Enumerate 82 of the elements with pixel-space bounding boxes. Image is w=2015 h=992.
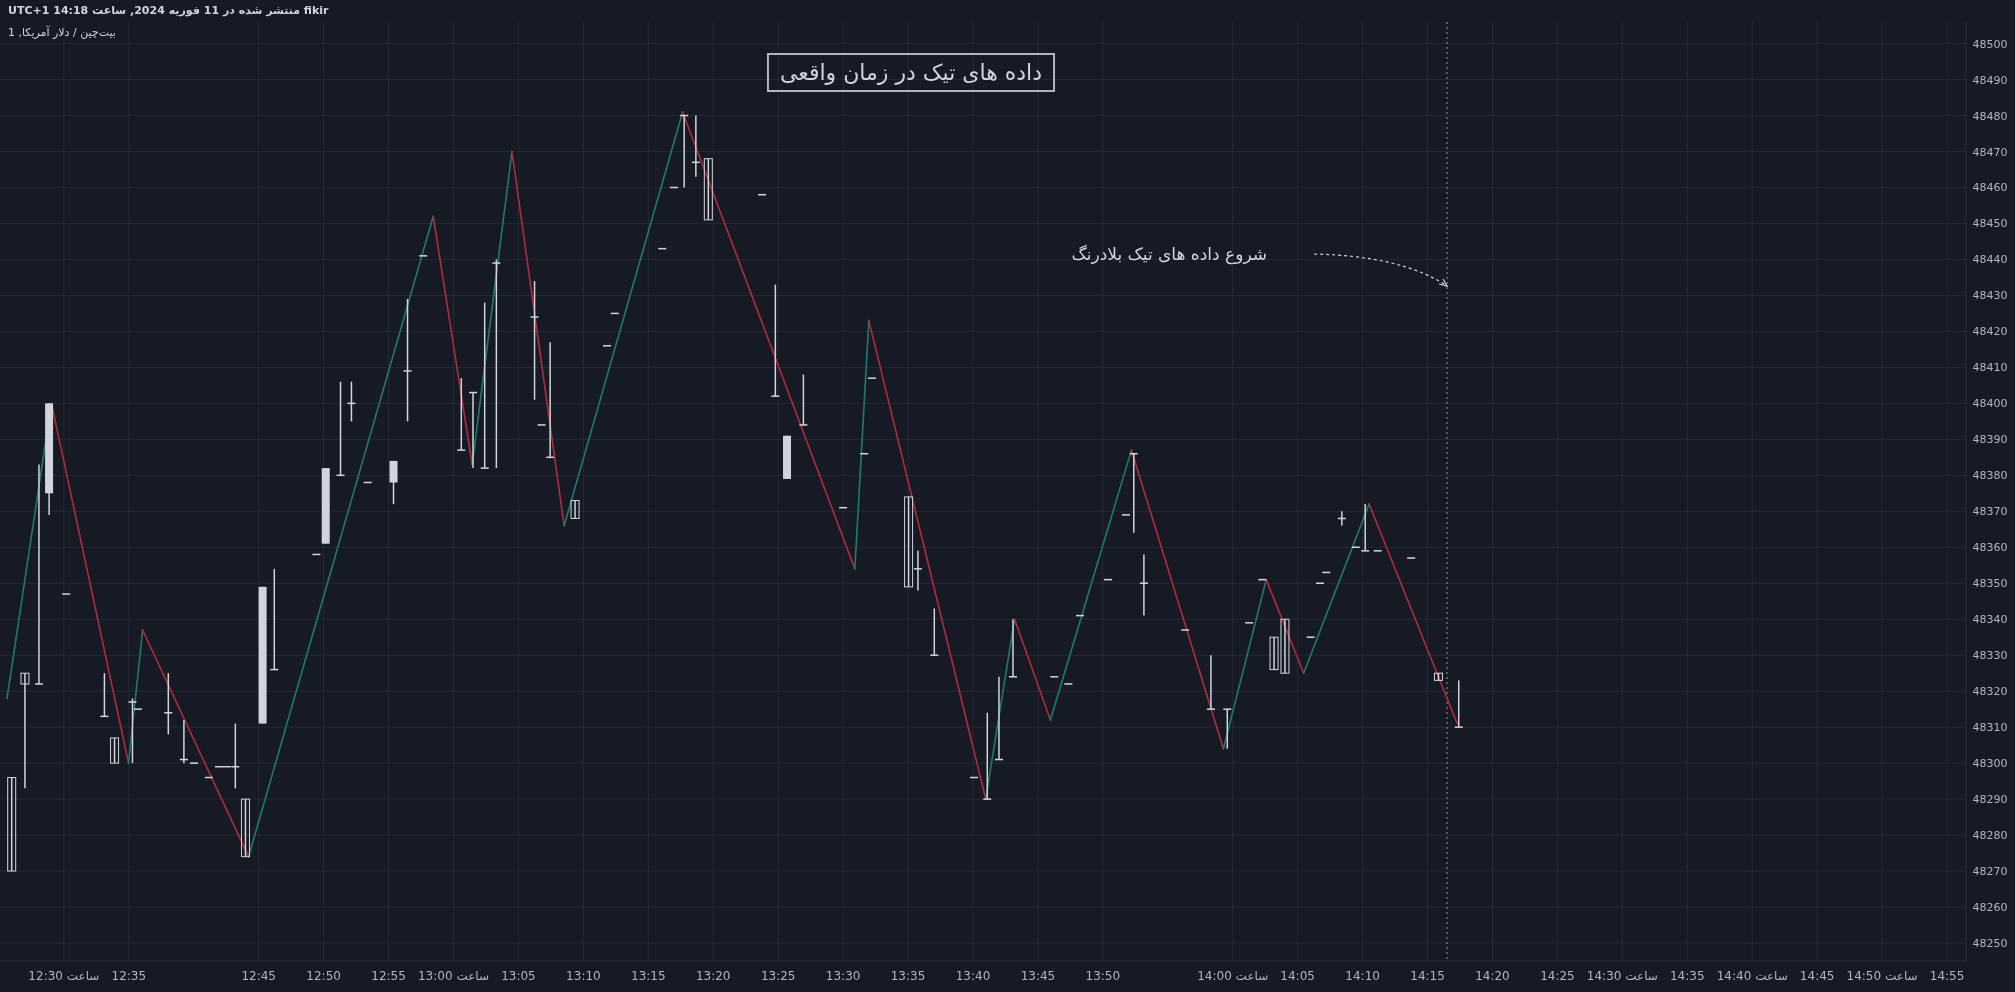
- y-tick-label: 48500: [1972, 37, 2008, 51]
- candlestick: [1206, 654, 1215, 710]
- candlestick: [930, 607, 939, 656]
- y-tick-label: 48430: [1972, 289, 2008, 303]
- candlestick: [20, 672, 30, 790]
- y-tick-label: 48280: [1972, 829, 2008, 843]
- text: fikir منتشر شده در 11 فوریه 2024, ساعت 14:18 UTC+1: [8, 4, 330, 17]
- x-tick-label: 14:10: [1345, 969, 1380, 983]
- x-tick-label: 13:50: [1085, 969, 1121, 983]
- annotation: شروع داده های تیک بلادرنگ: [1071, 244, 1268, 265]
- x-tick-label: 14:35: [1669, 969, 1705, 983]
- y-tick-label: 48440: [1972, 253, 2008, 267]
- text: داده های تیک در زمان واقعی: [779, 60, 1043, 85]
- chart-subtitle: بیت‌چین / دلار آمریکا, 1: [8, 25, 116, 39]
- x-tick-label: 13:05: [501, 969, 536, 983]
- y-tick-label: 48330: [1972, 649, 2008, 663]
- x-tick-label: 12:55: [371, 969, 406, 983]
- x-tick-label: 14:20: [1475, 969, 1510, 983]
- candlestick: [1009, 618, 1017, 678]
- candlestick: [570, 499, 580, 520]
- y-tick-label: 48490: [1972, 73, 2008, 87]
- candlestick: [771, 283, 780, 397]
- candlestick: [983, 712, 992, 800]
- candlestick: [703, 157, 713, 221]
- y-tick-label: 48380: [1972, 469, 2008, 483]
- candlestick: [34, 463, 43, 685]
- y-tick-label: 48350: [1972, 577, 2008, 591]
- y-tick-label: 48250: [1972, 937, 2008, 951]
- x-tick-label: 14:40 ساعت: [1716, 969, 1788, 983]
- y-tick-label: 48390: [1972, 433, 2008, 447]
- candlestick: [1223, 708, 1232, 750]
- y-tick-label: 48370: [1972, 505, 2008, 519]
- x-tick-label: 13:15: [631, 969, 666, 983]
- x-tick-label: 13:30: [825, 969, 861, 983]
- y-tick-label: 48470: [1972, 145, 2008, 159]
- candlestick: [7, 776, 17, 872]
- candlestick: [799, 373, 808, 426]
- candlestick: [492, 258, 501, 469]
- candlestick: [1361, 503, 1370, 552]
- candlestick: [110, 737, 120, 764]
- candlestick: [480, 301, 489, 469]
- candlestick: [1139, 553, 1148, 617]
- y-tick-label: 48460: [1972, 181, 2008, 195]
- y-tick-label: 48480: [1972, 109, 2008, 123]
- x-tick-label: 14:30 ساعت: [1586, 969, 1658, 983]
- candlestick: [240, 798, 250, 858]
- x-tick-label: 13:45: [1020, 969, 1056, 983]
- x-tick-label: 14:55: [1929, 969, 1965, 983]
- y-tick-label: 48270: [1972, 865, 2008, 879]
- y-tick-label: 48310: [1972, 721, 2008, 735]
- candlestick: [530, 280, 539, 401]
- candlestick: [457, 377, 466, 451]
- candlestick: [389, 460, 398, 505]
- y-tick-label: 48290: [1972, 793, 2008, 807]
- y-tick-label: 48360: [1972, 541, 2008, 555]
- x-tick-label: 12:35: [111, 969, 147, 983]
- x-tick-label: 13:25: [760, 969, 796, 983]
- x-tick-label: 13:35: [890, 969, 926, 983]
- y-tick-label: 48400: [1972, 397, 2008, 411]
- x-tick-label: 12:30 ساعت: [28, 969, 100, 983]
- candlestick: [164, 672, 173, 736]
- x-tick-label: 14:25: [1540, 969, 1575, 983]
- x-tick-label: 14:45: [1799, 969, 1835, 983]
- x-tick-label: 14:15: [1410, 969, 1445, 983]
- y-tick-label: 48320: [1972, 685, 2008, 699]
- y-tick-label: 48410: [1972, 361, 2008, 375]
- candlestick: [1454, 679, 1463, 728]
- y-tick-label: 48260: [1972, 901, 2008, 915]
- x-tick-label: 13:10: [566, 969, 601, 983]
- y-tick-label: 48420: [1972, 325, 2008, 339]
- x-tick-label: 14:05: [1280, 969, 1315, 983]
- candlestick: [403, 298, 412, 423]
- x-tick-label: 12:50: [306, 969, 341, 983]
- y-tick-label: 48450: [1972, 217, 2008, 231]
- x-tick-label: 14:00 ساعت: [1197, 969, 1269, 983]
- x-tick-label: 13:00 ساعت: [417, 969, 490, 983]
- x-tick-label: 14:50 ساعت: [1846, 969, 1918, 983]
- x-tick-label: 13:40: [955, 969, 991, 983]
- y-tick-label: 48340: [1972, 613, 2008, 627]
- y-tick-label: 48300: [1972, 757, 2008, 771]
- x-tick-label: 12:45: [241, 969, 276, 983]
- x-tick-label: 13:20: [695, 969, 731, 983]
